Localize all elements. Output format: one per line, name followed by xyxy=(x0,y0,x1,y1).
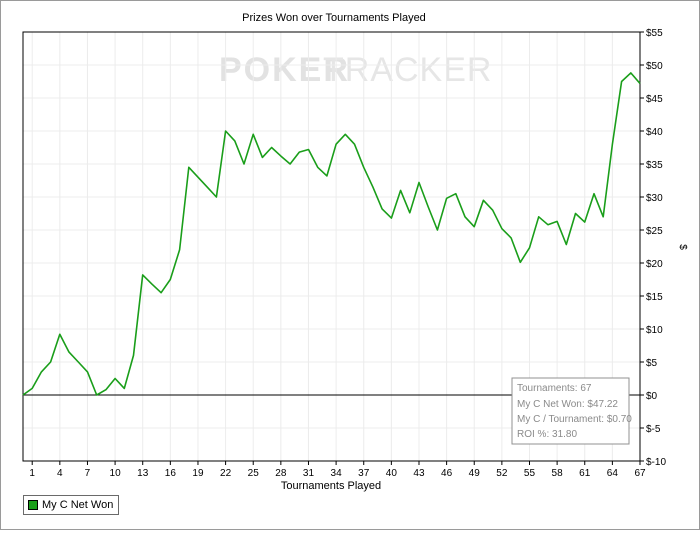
x-tick-label: 10 xyxy=(110,468,122,479)
x-tick-label: 58 xyxy=(552,468,564,479)
x-tick-label: 25 xyxy=(248,468,260,479)
y-tick-label: $30 xyxy=(646,193,663,204)
y-tick-label: $-5 xyxy=(646,424,661,435)
tooltip-per-tournament: My C / Tournament: $0.70 xyxy=(517,414,632,425)
x-tick-label: 37 xyxy=(358,468,370,479)
x-tick-label: 13 xyxy=(137,468,149,479)
y-tick-label: $5 xyxy=(646,358,658,369)
x-tick-label: 34 xyxy=(331,468,343,479)
tooltip-net-won: My C Net Won: $47.22 xyxy=(517,399,618,410)
series-line-my-c-net-won xyxy=(22,72,641,396)
x-tick-label: 4 xyxy=(57,468,63,479)
y-tick-label: $50 xyxy=(646,61,663,72)
x-tick-label: 61 xyxy=(579,468,591,479)
plot-area xyxy=(22,31,641,462)
y-tick-label: $35 xyxy=(646,160,663,171)
x-tick-label: 52 xyxy=(496,468,508,479)
y-tick-label: $25 xyxy=(646,226,663,237)
y-tick-label: $55 xyxy=(646,28,663,39)
y-tick-label: $15 xyxy=(646,292,663,303)
x-tick-label: 43 xyxy=(413,468,425,479)
x-tick-label: 40 xyxy=(386,468,398,479)
x-tick-label: 28 xyxy=(275,468,287,479)
x-tick-label: 22 xyxy=(220,468,232,479)
x-tick-label: 16 xyxy=(165,468,177,479)
x-axis-label: Tournaments Played xyxy=(281,480,381,492)
y-tick-label: $10 xyxy=(646,325,663,336)
chart-title: Prizes Won over Tournaments Played xyxy=(242,12,426,24)
tooltip-roi: ROI %: 31.80 xyxy=(517,429,577,440)
y-tick-label: $-10 xyxy=(646,457,666,468)
tooltip-box: Tournaments: 67 My C Net Won: $47.22 My … xyxy=(511,377,632,445)
tooltip-tournaments: Tournaments: 67 xyxy=(517,383,592,394)
watermark-logo: POKER TRACKER xyxy=(219,51,492,89)
x-tick-label: 46 xyxy=(441,468,453,479)
watermark-tracker: TRACKER xyxy=(323,51,492,89)
x-tick-label: 7 xyxy=(85,468,91,479)
x-axis-ticks: 1 4 7 10 13 16 19 22 25 28 31 34 37 40 43 46 49 52 55 58 61 6… xyxy=(29,461,646,479)
y-tick-label: $40 xyxy=(646,127,663,138)
legend-swatch xyxy=(28,500,38,510)
x-tick-label: 49 xyxy=(469,468,481,479)
x-tick-label: 67 xyxy=(634,468,646,479)
legend: My C Net Won xyxy=(23,495,120,515)
watermark-poker: POKER xyxy=(219,51,350,89)
x-tick-label: 1 xyxy=(29,468,35,479)
legend-label: My C Net Won xyxy=(42,499,114,511)
y-axis-label: $ xyxy=(677,244,688,250)
y-tick-label: $45 xyxy=(646,94,663,105)
y-axis-ticks: $55 $50 $45 $40 $35 $30 $25 $20 $15 $10 $5 $0 $-5 $-1… xyxy=(640,28,666,468)
y-tick-label: $0 xyxy=(646,391,658,402)
x-tick-label: 31 xyxy=(303,468,315,479)
x-tick-label: 55 xyxy=(524,468,536,479)
y-tick-label: $20 xyxy=(646,259,663,270)
x-tick-label: 64 xyxy=(607,468,619,479)
x-tick-label: 19 xyxy=(192,468,204,479)
